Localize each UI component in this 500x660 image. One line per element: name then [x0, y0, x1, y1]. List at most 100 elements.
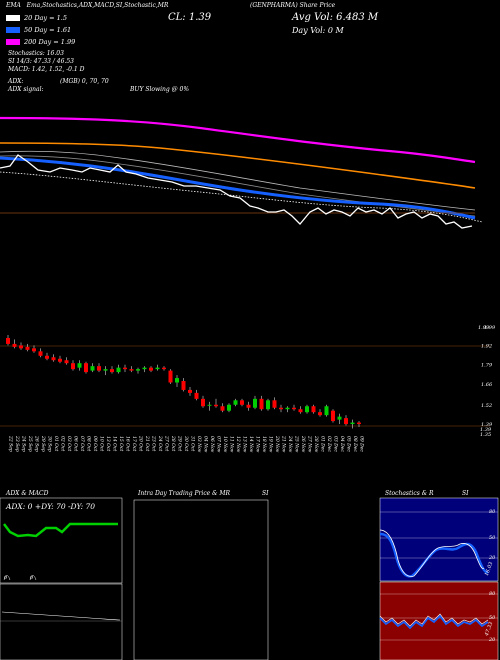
stoch-white-line	[379, 529, 485, 577]
date-label: 30 Oct	[183, 436, 189, 451]
price-bottom-mark: 1.39	[480, 427, 492, 433]
candle-body	[259, 398, 264, 410]
date-label: 17 Nov	[255, 436, 261, 453]
candle-body	[279, 407, 283, 410]
date-label: 17 Oct	[131, 436, 137, 451]
adx-panel-title: ADX & MACD	[6, 490, 49, 497]
candle-body	[103, 369, 108, 371]
stochastics-panel	[379, 497, 499, 582]
date-label: 23 Oct	[151, 435, 157, 451]
candle-body	[19, 345, 23, 349]
date-label: 14 Oct	[112, 436, 118, 451]
candle-body	[58, 358, 62, 362]
candle-body	[207, 404, 212, 406]
date-label: 01 Oct	[53, 436, 59, 451]
ema-200-line	[0, 116, 476, 164]
candle-body	[253, 398, 257, 408]
date-label: 28 Nov	[313, 435, 319, 453]
date-label: 04 Dec	[339, 436, 345, 452]
candle-body	[214, 404, 218, 407]
date-label: 09 Dec	[359, 436, 365, 452]
candle-body	[38, 351, 43, 356]
date-label: 14 Nov	[248, 436, 254, 453]
candle-body	[292, 407, 296, 410]
si-white-line	[379, 613, 489, 627]
candle-body	[97, 366, 101, 371]
candle-body	[45, 355, 49, 359]
candlesticks	[6, 335, 361, 429]
date-label: 10 Oct	[99, 436, 105, 451]
date-label: 24 Nov	[287, 435, 293, 453]
adx-mark-2: 0	[30, 575, 34, 581]
candle-body	[331, 410, 335, 422]
date-label: 02 Dec	[326, 436, 332, 452]
macd-line	[1, 611, 121, 621]
candle-body	[77, 363, 82, 368]
candle-body	[305, 406, 309, 413]
legend-20-day: 20 Day = 1.5	[6, 14, 67, 22]
date-label: 18 Nov	[261, 436, 267, 453]
date-label: 01 Dec	[320, 436, 326, 452]
candle-body	[71, 363, 75, 370]
price-axis-label: 1.52	[481, 403, 492, 409]
date-label: 06 Nov	[209, 436, 215, 453]
date-label: 25 Nov	[294, 435, 300, 453]
day-volume: Day Vol: 0 M	[292, 26, 344, 35]
stoch-axis-80: 80	[489, 509, 496, 515]
si-axis-50: 50	[489, 615, 496, 621]
date-label: 25 Sep	[27, 435, 33, 452]
date-label: 20 Nov	[274, 435, 280, 453]
price-axis-label: 1.66	[481, 382, 493, 388]
date-label: 16 Oct	[125, 436, 131, 451]
date-label: 05 Dec	[346, 436, 352, 452]
date-label: 27 Oct	[164, 435, 170, 451]
candle-body	[357, 422, 361, 425]
macd-value: MACD: 1.42, 1.52, -0.1 D	[8, 66, 85, 73]
candle-body	[285, 407, 290, 410]
date-label: 23 Sep	[14, 435, 20, 452]
candle-body	[51, 357, 56, 361]
stoch-si-label: SI	[462, 490, 469, 497]
candle-body	[194, 392, 199, 399]
date-label: 13 Nov	[242, 436, 248, 453]
chart-codes: (GENPHARMA) Share Price	[250, 2, 336, 9]
ema-gray-line-1	[0, 150, 476, 211]
price-bottom-mark-2: 1.35	[480, 432, 492, 438]
stoch-blue-line	[379, 532, 489, 578]
blue-swatch-icon	[6, 27, 20, 33]
candle-body	[6, 337, 10, 344]
candle-body	[240, 400, 244, 405]
candle-body	[318, 412, 322, 416]
date-label: 20 Oct	[138, 435, 144, 451]
adx-mark-1: 0	[4, 575, 8, 581]
magenta-swatch-icon	[6, 39, 20, 45]
price-top-mark-2: 1.99	[484, 325, 496, 331]
date-label: 08 Oct	[86, 436, 92, 451]
candle-body	[181, 381, 186, 390]
candle-body	[272, 400, 277, 408]
candle-body	[123, 367, 127, 370]
date-label: 09 Oct	[92, 436, 98, 451]
candle-body	[110, 369, 114, 373]
candle-body	[233, 400, 238, 405]
adx-small-wave	[3, 575, 37, 581]
candle-body	[188, 389, 192, 393]
price-axis-label: 1.79	[481, 363, 493, 369]
candle-body	[155, 367, 160, 370]
legend-200-day: 200 Day = 1.99	[6, 38, 75, 46]
date-label: 03 Nov	[196, 436, 202, 453]
candle-body	[311, 406, 316, 413]
date-label: 29 Oct	[177, 435, 183, 451]
date-label: 07 Nov	[216, 436, 222, 453]
candle-body	[25, 346, 30, 350]
price-axis-label: 1.39	[481, 422, 493, 428]
candle-body	[298, 409, 303, 413]
candle-body	[220, 406, 225, 411]
date-label: 28 Oct	[170, 435, 176, 451]
si-axis-80: 80	[489, 591, 496, 597]
candle-body	[162, 367, 166, 370]
intra-day-panel	[133, 499, 269, 660]
mgb-value: (MGB) 0, 70, 70	[60, 78, 109, 85]
